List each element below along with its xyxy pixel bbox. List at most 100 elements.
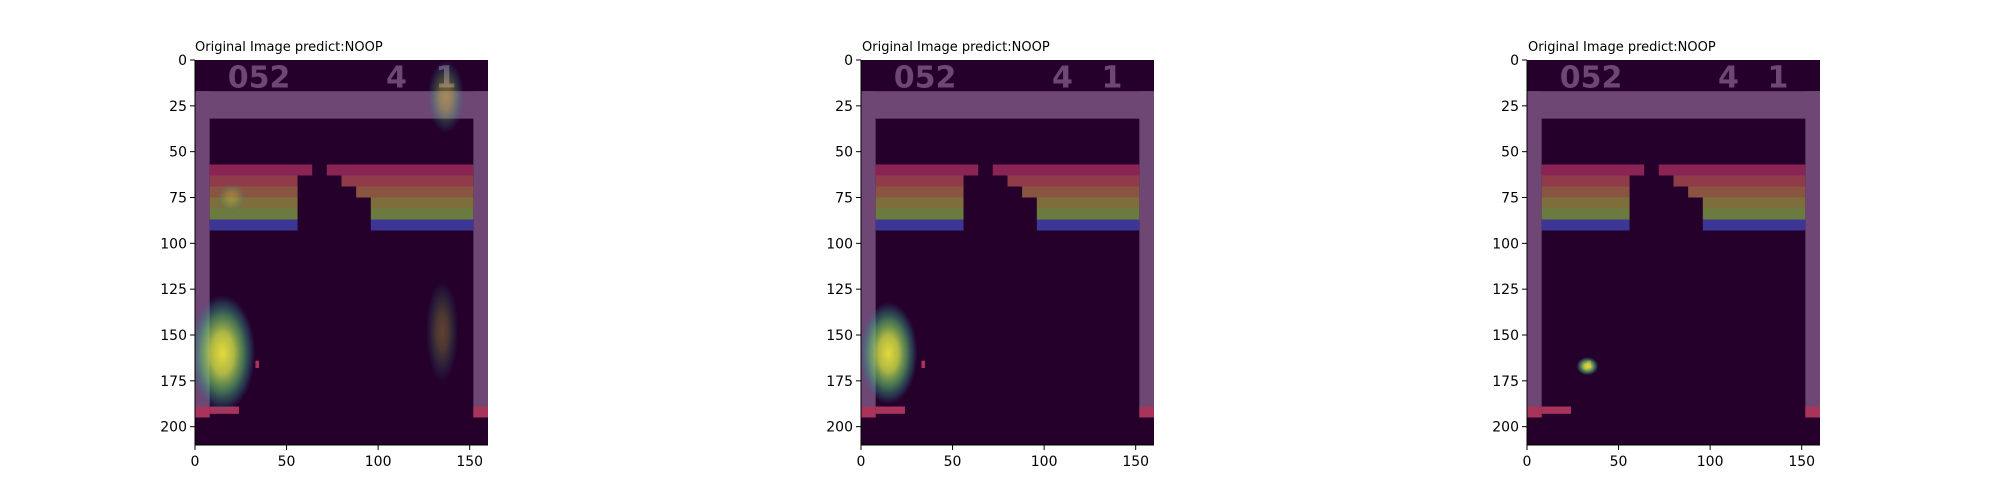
brick-row-right — [370, 219, 474, 231]
brick-row-right — [1022, 186, 1140, 198]
paddle — [1541, 406, 1571, 414]
level-text: 1 — [1101, 61, 1122, 96]
score-text: 052 — [1560, 61, 1623, 96]
x-tick-label: 50 — [278, 454, 296, 470]
paddle — [875, 406, 905, 414]
lives-text: 4 — [386, 61, 407, 96]
subplot-title: Original Image predict:NOOP — [195, 40, 383, 55]
brick-row-left — [1541, 164, 1645, 176]
y-tick-label: 175 — [826, 374, 853, 390]
brick-row-left — [209, 197, 298, 209]
brick-row-right — [1036, 197, 1140, 209]
y-tick-label: 25 — [1501, 99, 1519, 115]
y-tick-label: 200 — [826, 420, 853, 436]
y-tick-label: 200 — [160, 420, 187, 436]
brick-row-left — [1541, 197, 1630, 209]
saliency-blob — [427, 60, 465, 134]
left-wall — [1527, 91, 1542, 418]
ball — [255, 360, 260, 368]
brick-row-left — [209, 164, 313, 176]
y-tick-label: 125 — [826, 282, 853, 298]
saliency-blob — [1576, 357, 1599, 376]
y-tick-label: 100 — [1492, 236, 1519, 252]
brick-row-right — [1688, 186, 1806, 198]
right-wall-accent — [473, 406, 488, 418]
right-wall — [1805, 91, 1820, 418]
brick-notch — [992, 164, 1008, 176]
brick-row-right — [1702, 208, 1806, 220]
y-tick-label: 200 — [1492, 420, 1519, 436]
brick-row-right — [992, 164, 1140, 176]
y-tick-label: 150 — [826, 328, 853, 344]
brick-row-right — [1036, 219, 1140, 231]
top-wall — [1527, 91, 1820, 119]
y-tick-label: 25 — [169, 99, 187, 115]
subplot-2: Original Image predict:NOOP 052 4 1 0 25 50 75… — [826, 40, 1154, 470]
x-tick-label: 100 — [365, 454, 392, 470]
left-wall-accent — [1527, 406, 1542, 418]
left-wall-accent — [195, 406, 210, 418]
brick-row-left — [209, 175, 298, 187]
x-tick-label: 150 — [1122, 454, 1149, 470]
game-frame: 052 4 1 — [861, 60, 1154, 445]
brick-row-left — [1541, 175, 1630, 187]
brick-row-right — [326, 164, 474, 176]
subplot-3: Original Image predict:NOOP 052 4 1 0 25 50 75… — [1492, 40, 1820, 470]
brick-row-left — [875, 208, 964, 220]
saliency-blob — [195, 294, 256, 412]
game-frame: 052 4 1 — [1527, 60, 1820, 445]
axes: 0 25 50 75 100 125 150 175 200 0 50 100 150 — [826, 53, 1154, 470]
left-wall-accent — [861, 406, 876, 418]
y-tick-label: 50 — [835, 145, 853, 161]
score-text: 052 — [228, 61, 291, 96]
y-tick-label: 0 — [178, 53, 187, 69]
lives-text: 4 — [1052, 61, 1073, 96]
y-tick-label: 50 — [1501, 145, 1519, 161]
game-frame: 052 4 1 — [195, 60, 488, 445]
brick-row-right — [1702, 219, 1806, 231]
lives-text: 4 — [1718, 61, 1739, 96]
axes: 0 25 50 75 100 125 150 175 200 0 50 100 150 — [160, 53, 488, 470]
right-wall-accent — [1139, 406, 1154, 418]
ball — [921, 360, 926, 368]
subplot-title: Original Image predict:NOOP — [1528, 40, 1716, 55]
brick-row-right — [356, 186, 474, 198]
brick-row-left — [209, 186, 298, 198]
brick-row-left — [875, 175, 964, 187]
axes: 0 25 50 75 100 125 150 175 200 0 50 100 150 — [1492, 53, 1820, 470]
brick-notch — [326, 164, 342, 176]
brick-row-right — [370, 208, 474, 220]
x-tick-label: 150 — [1788, 454, 1815, 470]
top-wall — [861, 91, 1154, 119]
saliency-blob — [861, 302, 918, 405]
brick-row-left — [209, 208, 298, 220]
y-tick-label: 75 — [169, 191, 187, 207]
y-tick-label: 125 — [160, 282, 187, 298]
brick-row-left — [875, 197, 964, 209]
y-tick-label: 75 — [835, 191, 853, 207]
y-tick-label: 150 — [1492, 328, 1519, 344]
x-tick-label: 50 — [944, 454, 962, 470]
brick-row-right — [1036, 208, 1140, 220]
brick-row-left — [1541, 219, 1630, 231]
saliency-blob — [216, 182, 247, 213]
right-wall-accent — [1805, 406, 1820, 418]
level-text: 1 — [1767, 61, 1788, 96]
brick-row-left — [875, 164, 979, 176]
y-tick-label: 150 — [160, 328, 187, 344]
y-tick-label: 0 — [844, 53, 853, 69]
y-tick-label: 0 — [1510, 53, 1519, 69]
brick-row-left — [875, 186, 964, 198]
brick-row-left — [1541, 186, 1630, 198]
x-tick-label: 150 — [456, 454, 483, 470]
brick-row-right — [370, 197, 474, 209]
brick-notch — [1658, 164, 1674, 176]
subplot-title: Original Image predict:NOOP — [862, 40, 1050, 55]
y-tick-label: 125 — [1492, 282, 1519, 298]
brick-row-right — [1658, 164, 1806, 176]
y-tick-label: 175 — [160, 374, 187, 390]
subplot-1: Original Image predict:NOOP 052 4 10255075… — [160, 40, 488, 470]
